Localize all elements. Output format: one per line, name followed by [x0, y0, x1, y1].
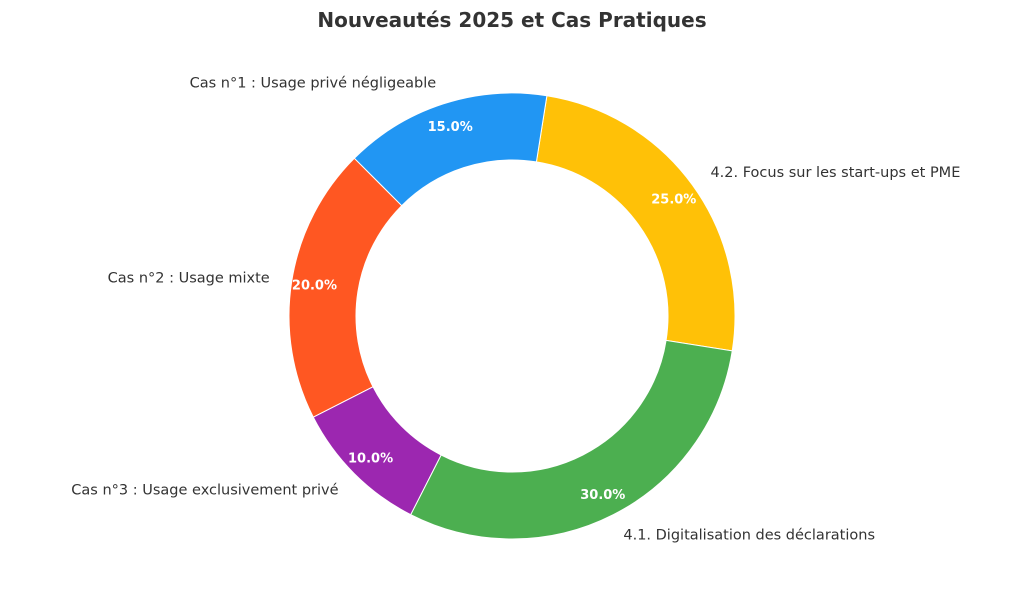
- slice-label: Cas n°1 : Usage privé négligeable: [190, 76, 437, 92]
- donut-slice: [535, 95, 736, 352]
- slice-label: 4.1. Digitalisation des déclarations: [623, 528, 875, 544]
- slice-label: 4.2. Focus sur les start-ups et PME: [710, 165, 960, 181]
- slice-label: Cas n°3 : Usage exclusivement privé: [71, 482, 338, 498]
- donut-slice: [410, 339, 733, 540]
- slice-percentage: 20.0%: [292, 279, 337, 294]
- slice-label: Cas n°2 : Usage mixte: [108, 271, 270, 287]
- chart-title: Nouveautés 2025 et Cas Pratiques: [317, 8, 706, 32]
- slice-percentage: 15.0%: [428, 120, 473, 135]
- slice-percentage: 30.0%: [580, 488, 625, 503]
- slice-labels: 4.2. Focus sur les start-ups et PME Cas n…: [71, 76, 960, 544]
- slice-percentage: 10.0%: [348, 451, 393, 466]
- slice-percentage: 25.0%: [651, 192, 696, 207]
- donut-slices: [288, 92, 736, 540]
- percentage-labels: 25.0% 15.0% 20.0% 10.0% 30.0%: [292, 120, 696, 503]
